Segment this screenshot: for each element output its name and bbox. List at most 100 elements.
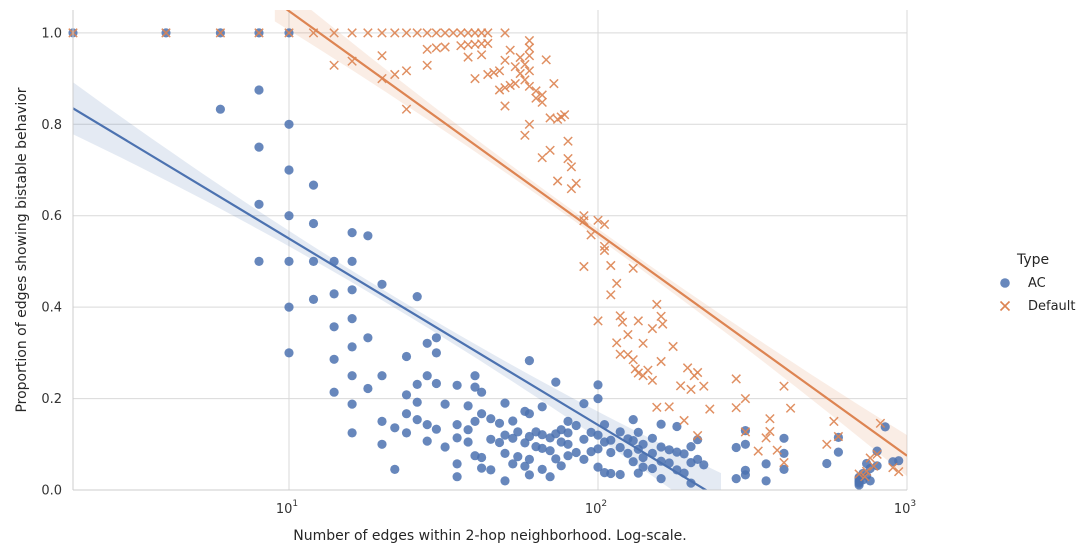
- point-ac: [308, 180, 319, 190]
- point-ac: [551, 377, 561, 387]
- point-default: [500, 101, 510, 111]
- point-default: [520, 130, 530, 141]
- point-default: [494, 85, 505, 95]
- point-default: [606, 260, 616, 271]
- point-default: [559, 109, 570, 120]
- point-ac: [500, 476, 510, 486]
- y-tick-label: 0.8: [41, 118, 62, 133]
- point-default: [524, 81, 535, 92]
- point-default: [692, 430, 703, 441]
- point-default: [615, 349, 625, 359]
- point-default: [829, 416, 839, 427]
- point-default: [401, 104, 412, 114]
- point-default: [854, 469, 864, 479]
- point-default: [494, 66, 505, 76]
- point-ac: [470, 382, 480, 392]
- point-ac: [452, 459, 462, 469]
- point-ac: [347, 342, 357, 352]
- point-default: [448, 28, 458, 38]
- point-default: [545, 145, 555, 156]
- point-ac: [390, 464, 400, 474]
- point-ac: [894, 456, 904, 466]
- point-default: [731, 402, 741, 413]
- point-ac: [740, 426, 751, 436]
- point-ac: [390, 423, 400, 433]
- point-ac: [779, 433, 789, 443]
- y-axis-title: Proportion of edges showing bistable beh…: [14, 87, 30, 412]
- point-ac: [579, 454, 589, 464]
- point-ac: [308, 294, 319, 304]
- point-default: [893, 466, 904, 477]
- x-tick-label: 101: [276, 499, 298, 517]
- point-default: [656, 311, 666, 322]
- point-ac: [647, 463, 658, 474]
- regression-lines: [73, 10, 907, 490]
- point-ac: [551, 454, 561, 464]
- y-tick-label: 0.4: [41, 301, 62, 316]
- point-ac: [579, 434, 589, 444]
- point-default: [563, 153, 573, 164]
- point-ac: [556, 461, 566, 471]
- point-ac: [524, 454, 535, 464]
- point-ac: [761, 459, 771, 469]
- legend-label-ac: AC: [1028, 276, 1046, 291]
- point-ac: [615, 442, 625, 453]
- point-ac: [593, 394, 603, 404]
- point-ac: [593, 430, 603, 440]
- point-ac: [679, 449, 689, 459]
- point-ac: [579, 399, 589, 409]
- point-default: [833, 431, 844, 442]
- point-ac: [470, 371, 480, 381]
- point-ac: [779, 448, 789, 458]
- x-axis-title: Number of edges within 2-hop neighborhoo…: [293, 528, 687, 544]
- point-ac: [308, 218, 319, 229]
- point-ac: [638, 452, 648, 463]
- point-ac: [865, 476, 875, 486]
- point-ac: [628, 457, 638, 467]
- point-default: [377, 50, 387, 61]
- point-ac: [422, 436, 432, 446]
- point-ac: [347, 285, 357, 295]
- point-ac: [593, 462, 603, 472]
- point-default: [761, 433, 771, 443]
- point-ac: [545, 446, 555, 456]
- point-ac: [647, 433, 658, 443]
- point-default: [422, 28, 432, 38]
- point-ac: [284, 256, 294, 266]
- point-default: [779, 381, 789, 391]
- point-ac: [606, 447, 616, 458]
- point-default: [699, 381, 709, 391]
- point-default: [868, 461, 879, 471]
- point-default: [563, 136, 573, 146]
- point-ac: [412, 397, 422, 407]
- point-ac: [593, 444, 603, 454]
- point-ac: [452, 472, 462, 482]
- point-ac: [606, 435, 616, 445]
- point-default: [377, 28, 387, 38]
- point-ac: [440, 399, 450, 409]
- grid-lines: [73, 10, 908, 491]
- point-default: [215, 28, 226, 38]
- data-points: [68, 28, 904, 490]
- point-ac: [656, 474, 666, 484]
- point-ac: [761, 476, 771, 486]
- point-default: [861, 466, 872, 477]
- tick-labels: 0.0 0.2 0.4 0.6 0.8 1.0 101 102 103: [41, 26, 916, 517]
- point-ac: [524, 470, 535, 480]
- y-tick-label: 0.2: [41, 392, 62, 407]
- confidence-band-default: [274, 10, 907, 477]
- point-ac: [494, 437, 505, 448]
- point-default: [524, 119, 535, 130]
- legend-label-default: Default: [1028, 299, 1076, 314]
- point-default: [740, 427, 751, 437]
- point-ac: [740, 470, 751, 480]
- point-ac: [520, 461, 530, 471]
- point-ac: [452, 420, 462, 430]
- point-default: [566, 162, 577, 172]
- point-ac: [731, 442, 741, 453]
- point-ac: [586, 427, 596, 437]
- point-default: [606, 290, 616, 300]
- point-ac: [347, 256, 357, 266]
- point-ac: [412, 379, 422, 389]
- point-ac: [524, 431, 535, 442]
